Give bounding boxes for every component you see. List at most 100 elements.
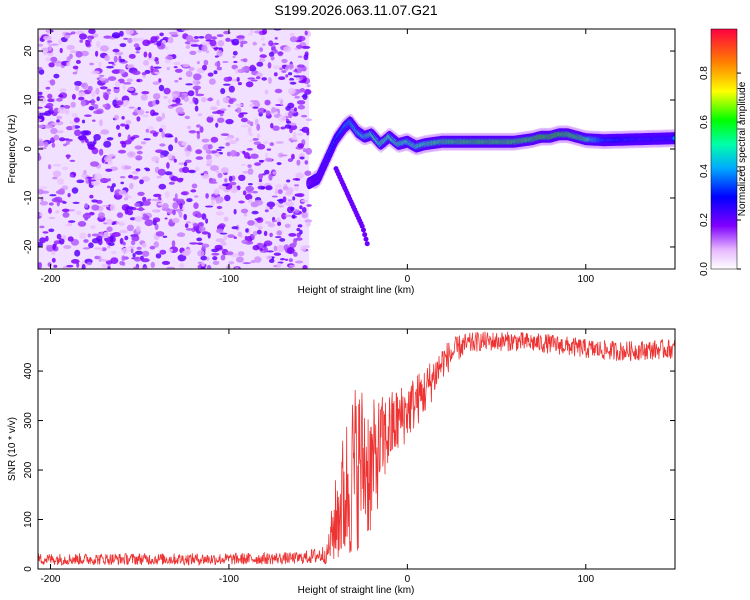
noise-blob — [71, 187, 79, 194]
noise-blob — [48, 106, 54, 111]
noise-blob — [174, 137, 178, 144]
noise-blob — [111, 251, 117, 255]
noise-blob — [142, 39, 151, 47]
noise-blob — [52, 170, 62, 178]
noise-blob — [107, 266, 111, 269]
noise-blob — [152, 217, 161, 223]
noise-blob — [116, 221, 120, 225]
noise-blob — [138, 206, 144, 212]
noise-blob — [83, 239, 89, 243]
spectrogram-ytick-label: -20 — [23, 239, 34, 254]
noise-blob — [114, 80, 121, 88]
noise-blob — [288, 264, 296, 268]
noise-blob — [151, 198, 160, 202]
noise-blob — [81, 119, 86, 124]
noise-blob — [82, 247, 91, 250]
noise-blob — [38, 91, 43, 96]
spectrogram-xtick-label: 0 — [405, 274, 411, 285]
noise-blob — [132, 70, 141, 76]
noise-blob — [305, 221, 311, 227]
noise-blob — [227, 104, 231, 108]
noise-blob — [154, 71, 161, 75]
noise-blob — [220, 167, 229, 174]
noise-blob — [192, 223, 199, 227]
noise-blob — [152, 100, 156, 107]
noise-blob — [156, 40, 162, 47]
noise-blob — [209, 115, 214, 118]
noise-blob — [216, 99, 220, 106]
noise-blob — [135, 168, 141, 172]
noise-blob — [56, 97, 63, 102]
noise-blob — [263, 230, 268, 237]
noise-blob — [275, 184, 282, 189]
noise-blob — [154, 223, 159, 231]
noise-blob — [278, 204, 285, 208]
noise-blob — [277, 98, 282, 102]
noise-blob — [302, 93, 308, 100]
noise-blob — [166, 162, 170, 169]
noise-blob — [125, 119, 132, 125]
noise-blob — [49, 194, 57, 197]
noise-blob — [38, 188, 44, 195]
noise-blob — [105, 168, 113, 172]
noise-blob — [126, 151, 136, 158]
noise-blob — [265, 255, 272, 260]
noise-blob — [164, 217, 168, 220]
noise-blob — [188, 130, 197, 134]
noise-blob — [150, 261, 155, 268]
noise-blob — [199, 126, 204, 133]
noise-blob — [250, 100, 259, 103]
noise-blob — [99, 77, 106, 81]
noise-blob — [77, 135, 87, 141]
noise-blob — [59, 47, 63, 54]
noise-blob — [223, 83, 231, 86]
noise-blob — [96, 40, 101, 48]
noise-blob — [56, 130, 64, 134]
noise-blob — [259, 248, 264, 251]
noise-blob — [167, 153, 173, 160]
noise-blob — [233, 60, 238, 64]
noise-blob — [119, 237, 124, 245]
snr-ytick-label: 300 — [23, 412, 34, 429]
noise-blob — [161, 131, 165, 139]
noise-blob — [189, 242, 199, 245]
noise-blob — [286, 120, 292, 124]
noise-blob — [209, 39, 217, 47]
noise-blob — [170, 104, 178, 107]
noise-blob — [247, 168, 254, 175]
noise-blob — [305, 147, 313, 155]
noise-blob — [59, 88, 67, 92]
noise-blob — [85, 40, 91, 47]
noise-blob — [127, 37, 133, 44]
noise-blob — [252, 41, 257, 46]
colorbar-tick-label: 0.4 — [699, 164, 710, 178]
noise-blob — [217, 172, 223, 178]
spectrogram-ytick-label: 20 — [23, 45, 34, 57]
noise-blob — [110, 235, 114, 243]
noise-blob — [101, 247, 107, 252]
noise-blob — [48, 202, 54, 206]
noise-blob — [139, 179, 144, 185]
noise-blob — [147, 198, 152, 201]
noise-blob — [289, 122, 297, 126]
tail-mark — [364, 241, 370, 247]
noise-blob — [64, 108, 70, 115]
noise-blob — [40, 196, 44, 202]
noise-blob — [137, 109, 145, 116]
noise-blob — [159, 154, 165, 158]
noise-blob — [256, 72, 263, 78]
noise-blob — [201, 138, 210, 143]
noise-blob — [46, 102, 54, 108]
noise-blob — [278, 76, 286, 80]
noise-blob — [211, 199, 215, 207]
noise-blob — [187, 125, 192, 130]
noise-blob — [152, 132, 158, 137]
noise-blob — [164, 171, 173, 176]
noise-blob — [247, 164, 252, 168]
noise-blob — [201, 44, 208, 52]
noise-blob — [251, 210, 259, 215]
noise-blob — [73, 117, 80, 123]
noise-blob — [79, 232, 87, 240]
noise-blob — [128, 53, 136, 59]
noise-blob — [173, 66, 178, 69]
